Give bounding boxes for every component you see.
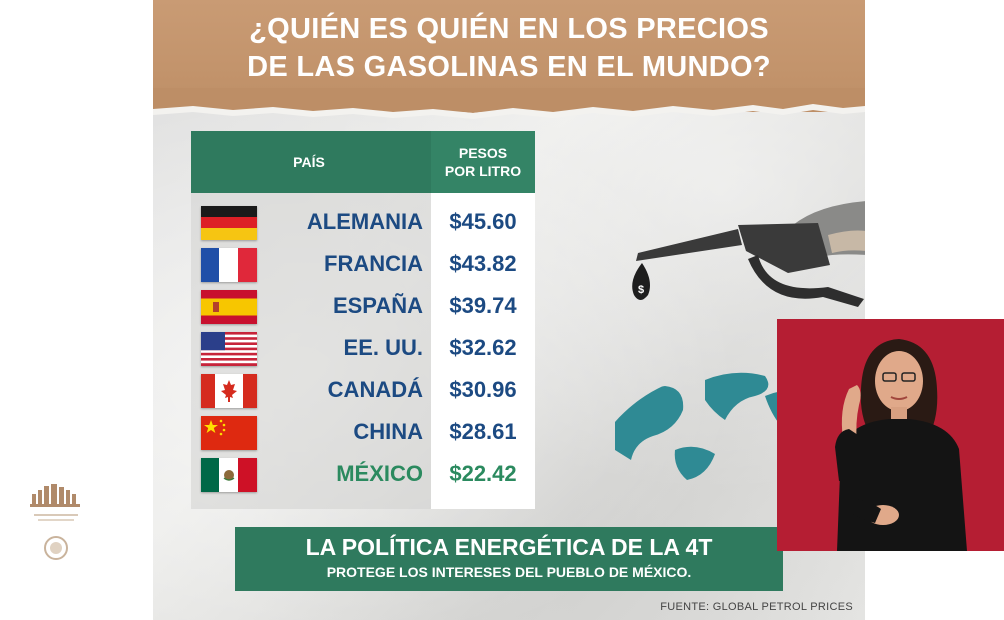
price-value: $32.62	[449, 335, 517, 360]
column-header-country: PAÍS	[293, 154, 325, 170]
price-value: $30.96	[449, 377, 517, 402]
table-header: PAÍS PESOS POR LITRO	[191, 131, 535, 193]
country-name: CHINA	[353, 419, 423, 444]
price-header-line-2: POR LITRO	[444, 163, 522, 179]
table-row: CHINA $28.61	[191, 413, 535, 451]
country-name: EE. UU.	[343, 335, 423, 360]
dollar-drop-symbol: $	[638, 284, 644, 296]
price-header-line-1: PESOS	[458, 145, 508, 161]
title-line-2: DE LAS GASOLINAS EN EL MUNDO?	[247, 51, 771, 83]
title-line-1: ¿QUIÉN ES QUIÉN EN LOS PRECIOS	[249, 13, 769, 45]
page-title: ¿QUIÉN ES QUIÉN EN LOS PRECIOS DE LAS GA…	[153, 10, 865, 86]
source-caption: FUENTE: GLOBAL PETROL PRICES	[660, 601, 853, 613]
france-flag-icon	[201, 248, 257, 282]
message-banner: LA POLÍTICA ENERGÉTICA DE LA 4T PROTEGE …	[235, 527, 783, 591]
banner-subline: PROTEGE LOS INTERESES DEL PUEBLO DE MÉXI…	[326, 564, 692, 580]
country-name: CANADÁ	[327, 377, 423, 402]
country-name: MÉXICO	[336, 461, 423, 486]
table-row: EE. UU. $32.62	[191, 329, 535, 367]
spain-flag-icon	[201, 290, 257, 324]
price-column-background	[431, 193, 535, 509]
table-body: ALEMANIA $45.60 FRANCIA $43.82 ESPAÑA $3…	[191, 193, 535, 509]
price-value: $22.42	[449, 461, 517, 486]
country-name: FRANCIA	[324, 251, 423, 276]
infographic-slide: ¿QUIÉN ES QUIÉN EN LOS PRECIOS DE LAS GA…	[153, 0, 865, 620]
price-value: $39.74	[449, 293, 517, 318]
table-row: FRANCIA $43.82	[191, 245, 535, 283]
germany-flag-icon	[201, 206, 257, 240]
fuel-nozzle-icon: $	[632, 201, 865, 307]
price-value: $28.61	[449, 419, 517, 444]
price-value: $43.82	[449, 251, 517, 276]
table-row: ESPAÑA $39.74	[191, 287, 535, 325]
country-name: ESPAÑA	[332, 293, 423, 318]
gobierno-de-mexico-logo-icon	[26, 476, 86, 566]
table-row: ALEMANIA $45.60	[191, 203, 535, 241]
gasoline-price-table: PAÍS PESOS POR LITRO ALEMANIA $45.60 FRA…	[191, 131, 535, 509]
table-row: MÉXICO $22.42	[191, 455, 535, 493]
canada-flag-icon	[201, 374, 257, 408]
country-name: ALEMANIA	[306, 209, 423, 234]
usa-flag-icon	[201, 332, 257, 366]
price-value: $45.60	[449, 209, 517, 234]
mexico-flag-icon	[201, 458, 257, 492]
column-header-price: PESOS POR LITRO	[431, 131, 535, 193]
torn-paper-edge	[153, 88, 865, 119]
banner-headline: LA POLÍTICA ENERGÉTICA DE LA 4T	[305, 534, 713, 560]
interpreter-video	[777, 319, 1004, 551]
table-row: CANADÁ $30.96	[191, 371, 535, 409]
china-flag-icon	[201, 416, 257, 450]
